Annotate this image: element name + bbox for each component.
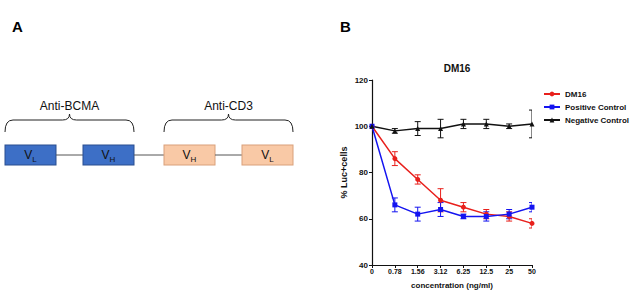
svg-text:0: 0 (370, 268, 374, 275)
svg-text:80: 80 (359, 168, 368, 177)
svg-text:40: 40 (359, 261, 368, 270)
svg-text:1.56: 1.56 (411, 268, 425, 275)
svg-text:50: 50 (528, 268, 536, 275)
svg-text:concentration (ng/ml): concentration (ng/ml) (411, 281, 493, 290)
svg-text:12.5: 12.5 (479, 268, 493, 275)
svg-text:VL: VL (24, 148, 37, 164)
svg-text:VH: VH (183, 148, 197, 164)
svg-text:VL: VL (261, 148, 274, 164)
svg-text:6.25: 6.25 (457, 268, 471, 275)
svg-text:DM16: DM16 (565, 90, 587, 99)
svg-text:B: B (340, 18, 351, 35)
svg-text:Anti-BCMA: Anti-BCMA (40, 99, 99, 113)
svg-text:0.78: 0.78 (388, 268, 402, 275)
svg-text:Negative Control: Negative Control (565, 116, 629, 125)
svg-text:VH: VH (102, 148, 116, 164)
svg-text:3.12: 3.12 (434, 268, 448, 275)
svg-text:60: 60 (359, 214, 368, 223)
svg-text:25: 25 (505, 268, 513, 275)
svg-text:DM16: DM16 (444, 63, 471, 74)
svg-text:A: A (12, 18, 23, 35)
svg-text:Positive Control: Positive Control (565, 103, 626, 112)
svg-text:Anti-CD3: Anti-CD3 (204, 99, 253, 113)
svg-text:100: 100 (355, 122, 369, 131)
svg-text:120: 120 (355, 76, 369, 85)
svg-text:% Luc+cells: % Luc+cells (339, 147, 349, 199)
